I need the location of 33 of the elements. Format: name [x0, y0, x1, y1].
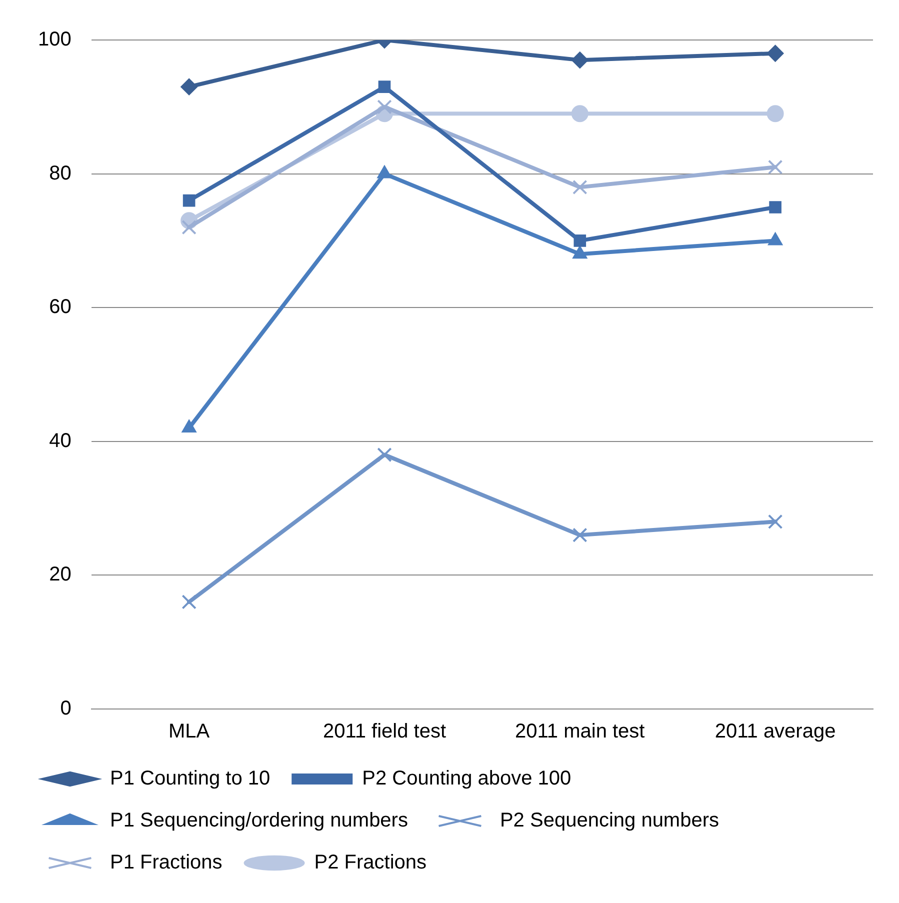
legend-label: P2 Counting above 100 — [362, 768, 572, 790]
point — [180, 78, 198, 96]
point — [377, 100, 392, 114]
x-tick-label: MLA — [168, 720, 210, 743]
y-tick-label: 80 — [49, 162, 72, 184]
point — [768, 160, 783, 174]
legend-label: P1 Fractions — [110, 852, 222, 874]
point — [377, 447, 392, 462]
x-tick-label: 2011 field test — [322, 720, 446, 743]
y-tick-label: 40 — [49, 430, 72, 452]
x-tick-label: 2011 average — [714, 720, 836, 743]
point — [182, 194, 196, 207]
y-tick-label: 100 — [38, 28, 72, 51]
legend-label: P1 Counting to 10 — [110, 768, 270, 790]
point — [768, 514, 783, 530]
point — [572, 180, 588, 195]
point — [378, 80, 391, 93]
y-tick-label: 0 — [60, 698, 72, 720]
point — [571, 52, 588, 69]
legend-label: P2 Sequencing numbers — [500, 810, 720, 832]
point — [571, 105, 588, 122]
x-tick-label: 2011 main test — [515, 720, 646, 743]
point — [766, 44, 784, 62]
point — [769, 201, 782, 214]
point — [574, 234, 586, 247]
point — [182, 220, 196, 235]
point — [572, 528, 588, 542]
y-tick-label: 60 — [49, 296, 72, 318]
legend-label: P2 Fractions — [314, 852, 427, 874]
y-tick-label: 20 — [49, 564, 72, 586]
legend-label: P1 Sequencing/ordering numbers — [110, 810, 408, 832]
point — [182, 594, 196, 610]
point — [766, 105, 784, 122]
